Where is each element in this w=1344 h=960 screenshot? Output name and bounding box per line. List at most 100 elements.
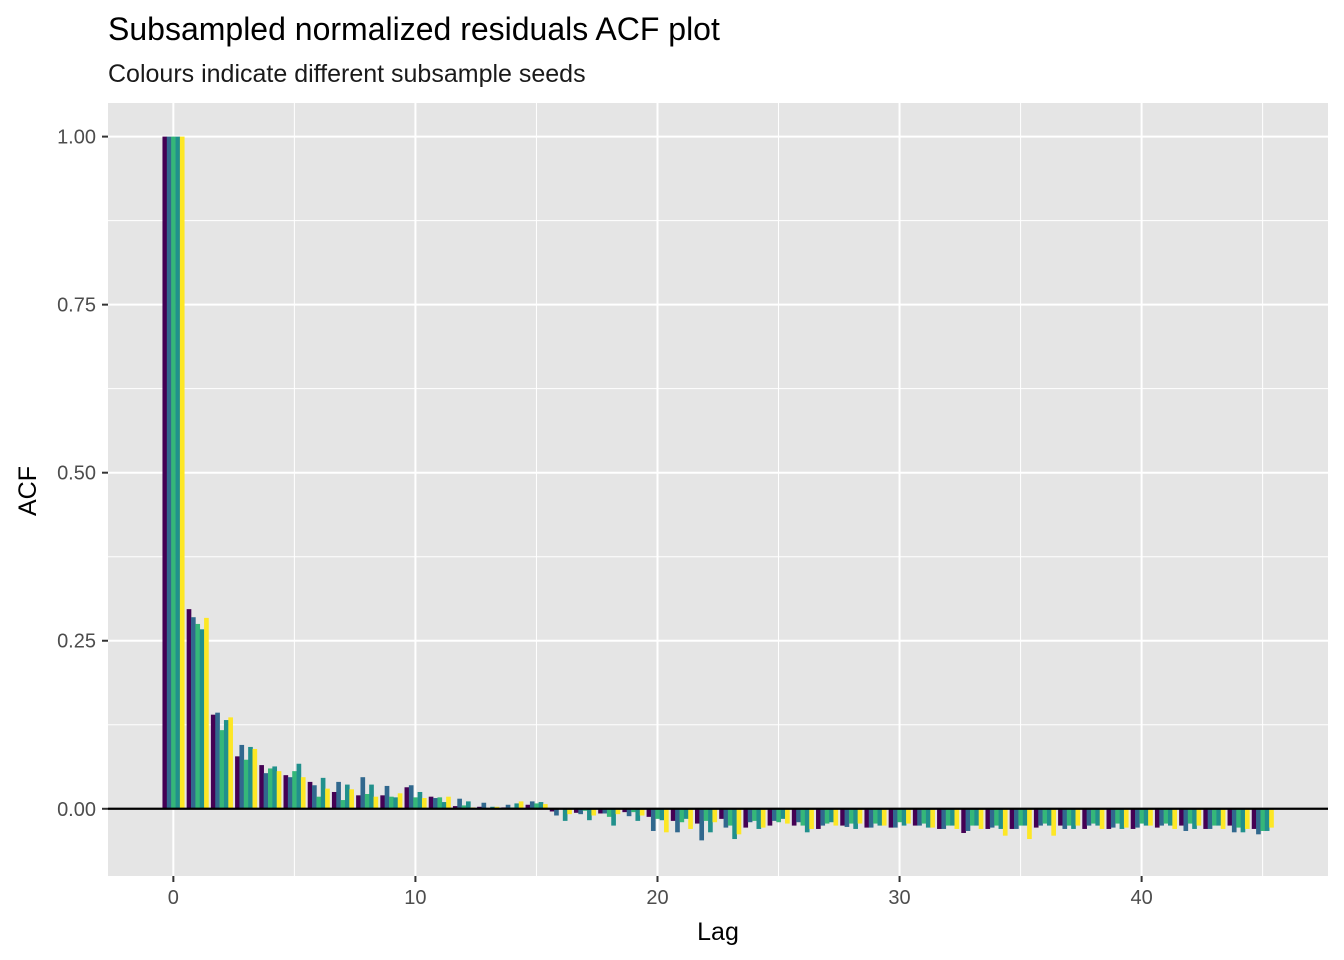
acf-bar bbox=[727, 808, 733, 826]
acf-bar bbox=[325, 788, 330, 809]
acf-bar bbox=[1187, 808, 1193, 824]
acf-bar bbox=[1115, 808, 1120, 824]
acf-bar bbox=[219, 730, 225, 809]
acf-bar bbox=[239, 744, 245, 809]
acf-bar bbox=[1027, 808, 1032, 840]
acf-bar bbox=[626, 808, 632, 817]
acf-bar bbox=[1260, 808, 1266, 831]
acf-bar bbox=[655, 808, 660, 819]
axes: 0 10 20 30 40 0.00 0.25 0.50 0.75 1.00 bbox=[57, 127, 1153, 909]
acf-bar bbox=[756, 808, 762, 829]
acf-bar bbox=[897, 808, 903, 823]
acf-bar bbox=[1148, 808, 1153, 826]
acf-bar bbox=[985, 808, 991, 829]
acf-bar bbox=[195, 623, 201, 809]
acf-bar bbox=[820, 808, 826, 826]
acf-bar bbox=[994, 808, 999, 826]
acf-bar bbox=[259, 765, 264, 809]
acf-bar bbox=[191, 617, 196, 809]
acf-bar bbox=[1207, 808, 1213, 829]
acf-bar bbox=[276, 771, 282, 809]
acf-bar bbox=[268, 768, 273, 809]
chart-subtitle: Colours indicate different subsample see… bbox=[108, 60, 586, 88]
acf-bar bbox=[1022, 808, 1028, 826]
y-axis-title: ACF bbox=[14, 466, 42, 516]
acf-bar bbox=[760, 808, 766, 828]
acf-bar bbox=[223, 720, 229, 809]
acf-bar bbox=[393, 797, 399, 809]
acf-bar bbox=[868, 808, 874, 828]
acf-bar bbox=[380, 795, 385, 809]
acf-bar bbox=[1002, 808, 1008, 836]
acf-bar bbox=[356, 795, 361, 809]
acf-bar bbox=[921, 808, 927, 824]
acf-bar bbox=[695, 808, 700, 824]
acf-bar bbox=[723, 808, 729, 828]
acf-bar bbox=[1192, 808, 1197, 829]
acf-bar bbox=[670, 808, 676, 821]
acf-bar bbox=[587, 808, 592, 821]
acf-bar bbox=[1110, 808, 1116, 828]
acf-bar bbox=[461, 805, 467, 809]
acf-bar bbox=[1014, 808, 1019, 829]
acf-bar bbox=[664, 808, 669, 833]
acf-bar bbox=[796, 808, 801, 823]
acf-bar bbox=[505, 804, 511, 809]
acf-bar bbox=[1244, 808, 1250, 829]
acf-bar bbox=[340, 800, 346, 809]
acf-bar bbox=[945, 808, 951, 826]
acf-bar bbox=[877, 808, 883, 826]
acf-bar bbox=[930, 808, 935, 828]
acf-bar bbox=[166, 136, 172, 809]
acf-bar bbox=[937, 808, 942, 829]
acf-bar bbox=[413, 797, 418, 809]
acf-bar bbox=[1038, 808, 1043, 826]
acf-bar bbox=[336, 781, 341, 809]
acf-bar bbox=[296, 763, 302, 809]
acf-bar bbox=[1240, 808, 1246, 833]
acf-bar bbox=[457, 798, 462, 809]
acf-bar bbox=[514, 803, 520, 809]
acf-bar bbox=[1099, 808, 1105, 829]
acf-bar bbox=[441, 802, 447, 809]
acf-bar bbox=[1143, 808, 1149, 826]
acf-bar bbox=[534, 803, 539, 809]
acf-bar bbox=[518, 801, 524, 809]
acf-bar bbox=[204, 617, 209, 809]
acf-bar bbox=[853, 808, 858, 829]
acf-bar bbox=[833, 808, 839, 826]
acf-bar bbox=[901, 808, 907, 826]
acf-bar bbox=[562, 808, 568, 821]
acf-bar bbox=[974, 808, 980, 826]
acf-bar bbox=[857, 808, 863, 824]
acf-bar bbox=[708, 808, 713, 833]
acf-bar bbox=[331, 791, 337, 809]
acf-bar bbox=[950, 808, 955, 826]
chart-title: Subsampled normalized residuals ACF plot bbox=[108, 11, 720, 47]
acf-bar bbox=[292, 771, 297, 809]
acf-bar bbox=[567, 808, 572, 815]
acf-bar bbox=[283, 775, 289, 809]
acf-bar bbox=[1183, 808, 1189, 831]
acf-bar bbox=[171, 136, 176, 809]
acf-bar bbox=[840, 808, 845, 826]
acf-bar bbox=[466, 801, 471, 809]
acf-bar bbox=[1058, 808, 1063, 826]
acf-bar bbox=[554, 808, 559, 816]
acf-bar bbox=[349, 789, 354, 809]
acf-bar bbox=[780, 808, 786, 819]
acf-bar bbox=[162, 136, 168, 809]
acf-bar bbox=[573, 808, 579, 813]
acf-bar bbox=[893, 808, 898, 828]
acf-bar bbox=[804, 808, 810, 833]
plot-panel bbox=[108, 103, 1328, 876]
acf-bar bbox=[864, 808, 870, 828]
acf-bar bbox=[433, 798, 438, 809]
acf-bar bbox=[978, 808, 984, 829]
acf-bar bbox=[598, 808, 603, 814]
acf-bar bbox=[1179, 808, 1184, 826]
panel-background bbox=[108, 103, 1328, 876]
acf-bar bbox=[771, 808, 777, 821]
acf-bar bbox=[925, 808, 931, 828]
